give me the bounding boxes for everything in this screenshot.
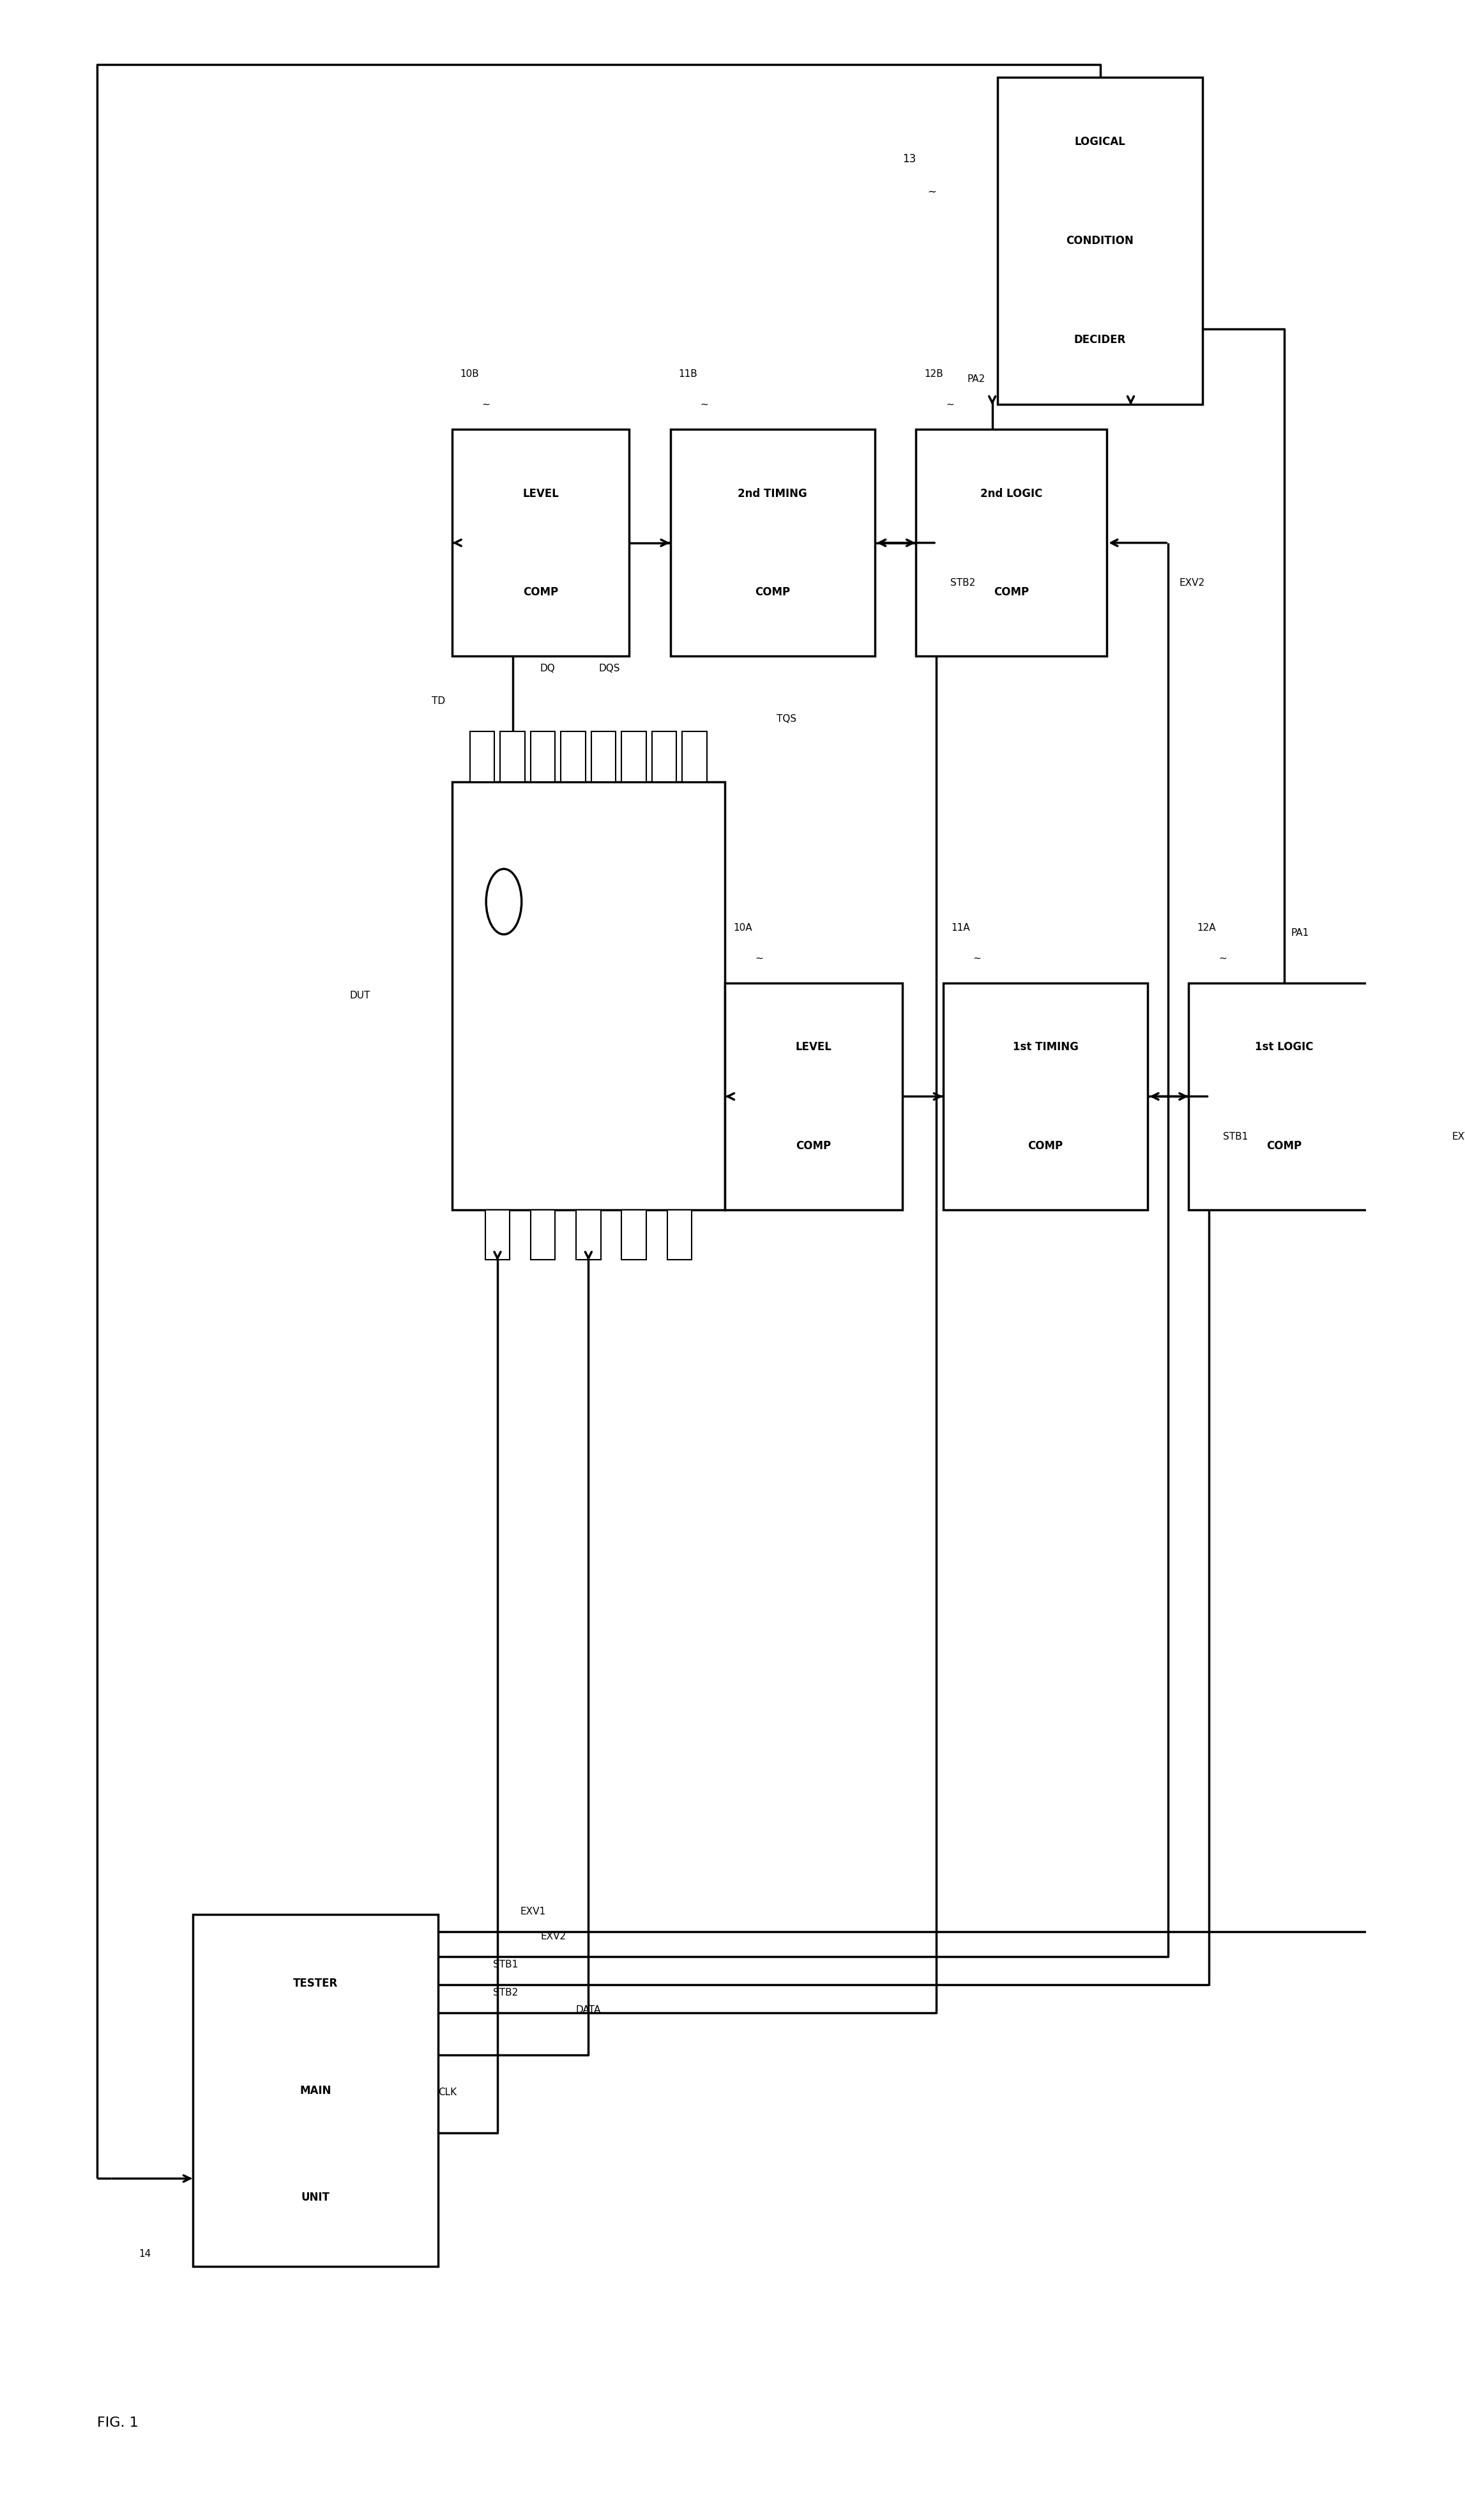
Text: ~: ~ bbox=[927, 186, 936, 197]
Text: STB1: STB1 bbox=[1223, 1131, 1248, 1142]
Text: TD: TD bbox=[432, 696, 445, 706]
Text: 11B: 11B bbox=[678, 370, 697, 378]
Bar bbox=[667, 1210, 691, 1260]
Text: FIG. 1: FIG. 1 bbox=[97, 2417, 139, 2429]
Bar bbox=[671, 428, 875, 655]
Text: ~: ~ bbox=[700, 401, 709, 408]
Text: DQS: DQS bbox=[599, 663, 620, 673]
Bar bbox=[470, 731, 495, 781]
Bar bbox=[530, 731, 555, 781]
Bar bbox=[916, 428, 1108, 655]
Text: 12B: 12B bbox=[924, 370, 943, 378]
Bar bbox=[943, 983, 1147, 1210]
Text: ~: ~ bbox=[1219, 953, 1226, 963]
Text: EXV2: EXV2 bbox=[1179, 577, 1204, 587]
Text: UNIT: UNIT bbox=[302, 2192, 330, 2202]
Text: COMP: COMP bbox=[754, 587, 790, 597]
Text: EXV1: EXV1 bbox=[520, 1908, 546, 1918]
Bar bbox=[683, 731, 706, 781]
Text: DATA: DATA bbox=[576, 2006, 601, 2013]
Text: 12A: 12A bbox=[1197, 922, 1216, 932]
Text: PA1: PA1 bbox=[1291, 927, 1310, 937]
Text: STB2: STB2 bbox=[492, 1988, 519, 1998]
Text: TQS: TQS bbox=[776, 713, 797, 723]
Text: 14: 14 bbox=[139, 2250, 151, 2258]
Bar bbox=[193, 1915, 438, 2265]
Text: CONDITION: CONDITION bbox=[1067, 234, 1134, 247]
Text: ~: ~ bbox=[946, 401, 954, 408]
Text: ~: ~ bbox=[482, 401, 491, 408]
Text: 10B: 10B bbox=[460, 370, 479, 378]
Bar bbox=[1188, 983, 1380, 1210]
Text: DQ: DQ bbox=[541, 663, 555, 673]
Text: 11A: 11A bbox=[951, 922, 970, 932]
Text: 10A: 10A bbox=[732, 922, 752, 932]
Bar bbox=[725, 983, 902, 1210]
Text: CLK: CLK bbox=[438, 2087, 457, 2097]
Bar bbox=[485, 1210, 510, 1260]
Bar bbox=[453, 428, 630, 655]
Bar bbox=[453, 781, 725, 1210]
Text: 13: 13 bbox=[902, 154, 916, 164]
Text: 1st TIMING: 1st TIMING bbox=[1012, 1041, 1078, 1053]
Bar bbox=[652, 731, 677, 781]
Text: ~: ~ bbox=[973, 953, 982, 963]
Text: COMP: COMP bbox=[1028, 1139, 1064, 1152]
Text: COMP: COMP bbox=[1267, 1139, 1302, 1152]
Text: 2nd TIMING: 2nd TIMING bbox=[738, 489, 807, 499]
Text: DUT: DUT bbox=[350, 990, 371, 1000]
Text: DECIDER: DECIDER bbox=[1074, 335, 1127, 345]
Bar bbox=[621, 1210, 646, 1260]
Text: STB2: STB2 bbox=[949, 577, 976, 587]
Bar bbox=[501, 731, 524, 781]
Text: COMP: COMP bbox=[523, 587, 558, 597]
Text: LOGICAL: LOGICAL bbox=[1074, 136, 1125, 149]
Text: EXV1: EXV1 bbox=[1452, 1131, 1465, 1142]
Bar bbox=[621, 731, 646, 781]
Text: MAIN: MAIN bbox=[300, 2084, 331, 2097]
Bar bbox=[530, 1210, 555, 1260]
Bar bbox=[561, 731, 586, 781]
Text: COMP: COMP bbox=[795, 1139, 831, 1152]
Bar bbox=[592, 731, 615, 781]
Text: PA2: PA2 bbox=[967, 375, 986, 383]
Text: COMP: COMP bbox=[993, 587, 1028, 597]
Bar bbox=[998, 78, 1203, 403]
Text: LEVEL: LEVEL bbox=[795, 1041, 832, 1053]
Text: LEVEL: LEVEL bbox=[523, 489, 558, 499]
Text: EXV2: EXV2 bbox=[541, 1933, 567, 1940]
Text: STB1: STB1 bbox=[492, 1961, 519, 1971]
Text: ~: ~ bbox=[754, 953, 763, 963]
Bar bbox=[576, 1210, 601, 1260]
Text: 2nd LOGIC: 2nd LOGIC bbox=[980, 489, 1043, 499]
Text: 1st LOGIC: 1st LOGIC bbox=[1256, 1041, 1314, 1053]
Text: TESTER: TESTER bbox=[293, 1978, 338, 1988]
